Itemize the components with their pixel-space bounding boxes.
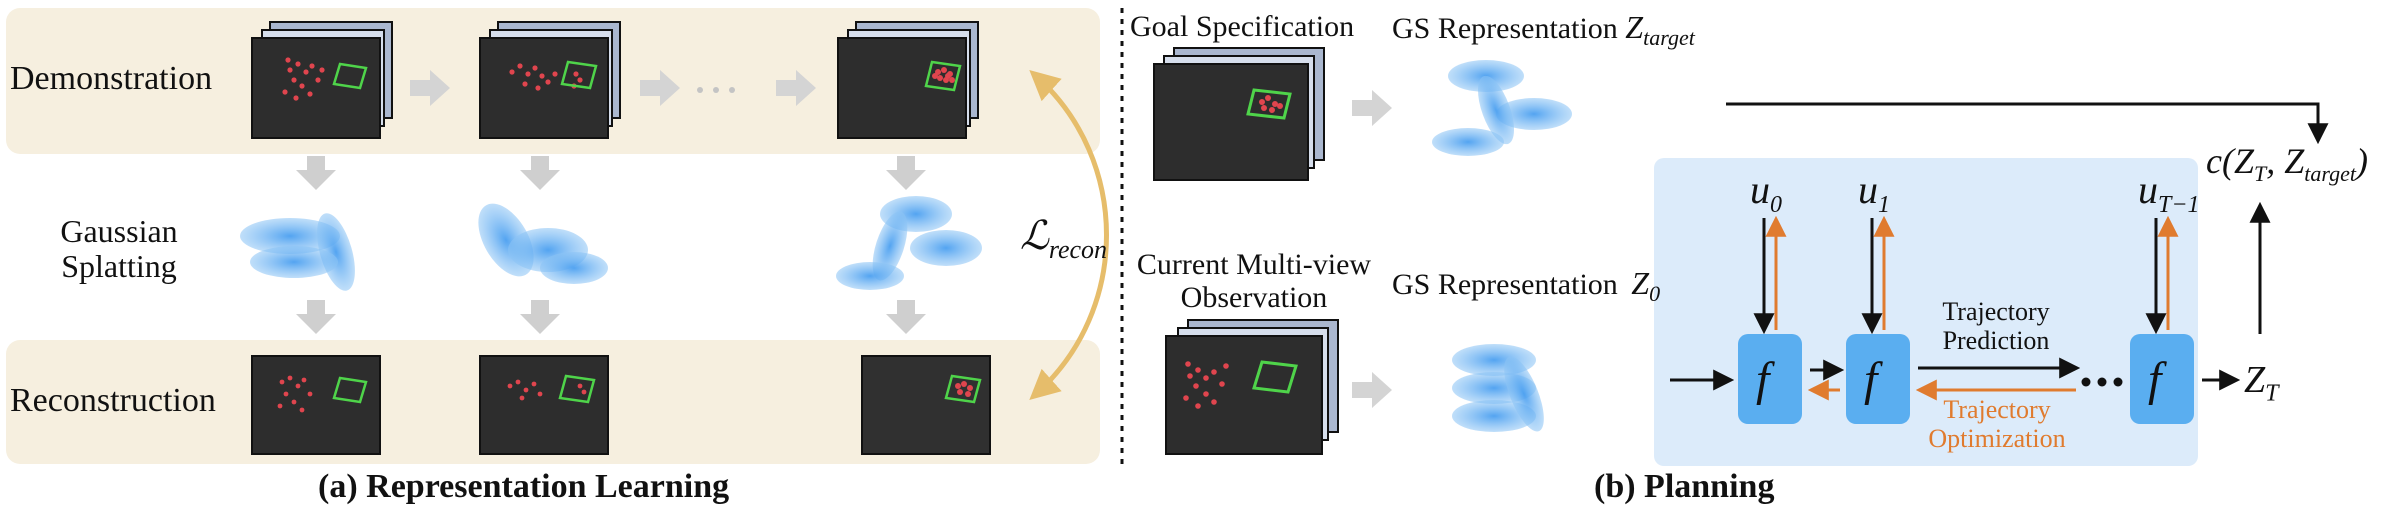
current-arrow: [1352, 372, 1392, 408]
recon-frame-1: [251, 355, 381, 455]
row-label-gaussian: Gaussian Splatting: [60, 213, 178, 285]
trajectory-optimization-label: Trajectory Optimization: [1928, 395, 2066, 453]
caption-planning: (b) Planning: [1594, 468, 1775, 505]
current-observation-title: Current Multi-view Observation: [1136, 248, 1372, 314]
down-arrow-b1: [520, 156, 560, 190]
goal-arrow: [1352, 90, 1392, 126]
traj-ellipsis: [2081, 377, 2123, 387]
f0-label: f: [1756, 353, 1770, 406]
gaussian-cluster-1: [240, 213, 355, 291]
uT-label: uT−1: [2138, 167, 2200, 219]
gs-z0-label: GS Representation Z0: [1392, 265, 1661, 306]
caption-representation-learning: (a) Representation Learning: [318, 468, 730, 505]
gs-target-label: GS Representation Ztarget: [1392, 9, 1695, 50]
fT-label: f: [2148, 353, 2162, 406]
trajectory-prediction-label: Trajectory Prediction: [1942, 297, 2050, 355]
down-arrow-c2: [886, 300, 926, 334]
zT-label: ZT: [2244, 359, 2279, 407]
row-label-reconstruction: Reconstruction: [10, 382, 216, 419]
down-arrow-c1: [886, 156, 926, 190]
target-to-cost-line: [1726, 102, 2329, 145]
f-block-0: [1738, 334, 1802, 424]
f1-label: f: [1864, 353, 1878, 406]
gaussian-cluster-2: [478, 203, 608, 284]
current-gaussians: [1452, 344, 1544, 432]
demo-frame-3: [837, 21, 979, 139]
u0-label: u0: [1750, 167, 1782, 219]
down-arrow-b2: [520, 300, 560, 334]
recon-frame-3: [861, 355, 991, 455]
f-block-1: [1846, 334, 1910, 424]
goal-gaussians: [1432, 60, 1572, 156]
demo-frame-1: [251, 21, 393, 139]
row-label-demonstration: Demonstration: [10, 60, 213, 97]
goal-specification-title: Goal Specification: [1130, 10, 1355, 43]
demo-ellipsis: [697, 87, 735, 93]
down-arrow-a2: [296, 300, 336, 334]
gaussian-cluster-3: [836, 196, 982, 290]
recon-loss-arc: [1029, 69, 1109, 401]
cost-label: c(ZT, Ztarget): [2206, 141, 2369, 187]
f-block-T: [2130, 334, 2194, 424]
recon-loss-label: ℒrecon: [1020, 213, 1108, 264]
recon-frame-2: [479, 355, 609, 455]
demo-frame-2: [479, 21, 621, 139]
current-frames: [1165, 319, 1339, 455]
u1-label: u1: [1858, 167, 1890, 219]
down-arrow-a1: [296, 156, 336, 190]
goal-frames: [1153, 47, 1325, 181]
